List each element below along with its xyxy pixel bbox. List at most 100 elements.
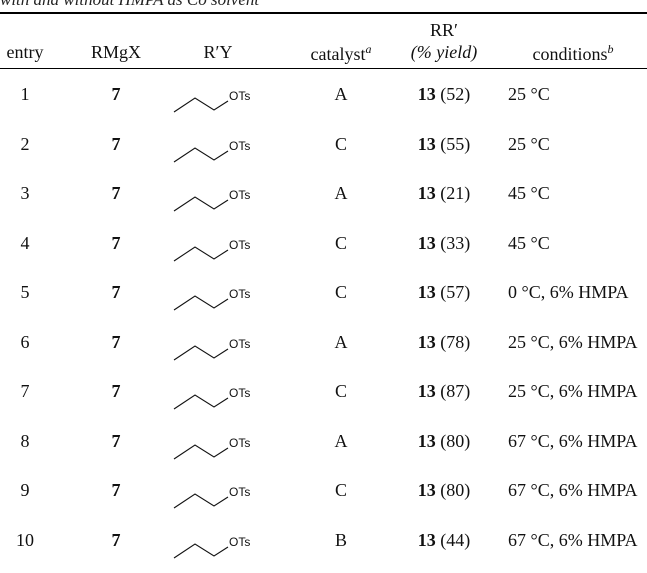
yield-value: (52) <box>440 84 471 104</box>
alkyl-chain <box>173 196 229 212</box>
leaving-group-label: OTs <box>229 188 250 202</box>
entry-number: 6 <box>20 331 30 352</box>
catalyst-value: C <box>334 480 347 500</box>
entry-number: 8 <box>20 430 30 451</box>
header-conditions-footnote: b <box>607 42 614 56</box>
product-yield: 13 (87) <box>396 381 492 402</box>
entry-number: 1 <box>20 84 30 104</box>
grignard-compound: 7 <box>111 183 121 203</box>
leaving-group-label: OTs <box>229 238 250 252</box>
product-yield: 13 (55) <box>396 134 492 155</box>
alkyl-chain <box>173 493 229 509</box>
catalyst-value: C <box>334 381 347 401</box>
entry-number: 2 <box>20 133 30 154</box>
conditions-value: 25 °C, 6% HMPA <box>508 381 638 401</box>
yield-value: (57) <box>440 282 471 302</box>
header-conditions-label: conditions <box>532 44 608 64</box>
electrophile-structure: OTs <box>168 74 268 122</box>
product-yield: 13 (52) <box>396 84 492 105</box>
leaving-group-label: OTs <box>229 386 250 400</box>
grignard-compound: 7 <box>111 133 121 154</box>
electrophile-structure: OTs <box>168 272 268 320</box>
table-row: 6 7 OTs A 13 (78) 25 °C, 6% HMPA <box>0 322 647 374</box>
leaving-group-label: OTs <box>229 139 250 153</box>
propyl-tosylate-structure: OTs <box>173 188 250 212</box>
propyl-tosylate-structure: OTs <box>173 139 250 162</box>
product-yield: 13 (78) <box>396 332 492 353</box>
conditions-value: 25 °C, 6% HMPA <box>508 331 638 352</box>
grignard-compound: 7 <box>111 84 121 104</box>
header-catalyst-footnote: a <box>365 42 372 56</box>
yield-value: (78) <box>440 331 471 352</box>
leaving-group-label: OTs <box>229 436 250 450</box>
product-compound: 13 <box>417 232 436 253</box>
electrophile-structure: OTs <box>168 470 268 518</box>
product-yield: 13 (21) <box>396 183 492 204</box>
catalyst-value: B <box>334 529 347 550</box>
entry-number: 10 <box>16 529 34 550</box>
table-caption: with and without HMPA as Co solvent <box>0 0 259 10</box>
product-compound: 13 <box>417 430 436 451</box>
conditions-value: 25 °C <box>508 133 550 154</box>
yield-value: (44) <box>440 529 471 550</box>
catalyst-value: A <box>334 183 348 203</box>
product-yield: 13 (44) <box>396 530 492 551</box>
propyl-tosylate-structure: OTs <box>173 535 250 558</box>
leaving-group-label: OTs <box>229 287 250 301</box>
alkyl-chain <box>173 245 229 261</box>
conditions-value: 25 °C <box>508 84 550 104</box>
grignard-compound: 7 <box>111 430 121 451</box>
yield-value: (21) <box>440 183 471 203</box>
top-rule <box>0 12 647 14</box>
entry-number: 4 <box>20 232 30 253</box>
product-compound: 13 <box>417 529 436 550</box>
propyl-tosylate-structure: OTs <box>173 89 250 113</box>
grignard-compound: 7 <box>111 480 121 500</box>
table-row: 4 7 OTs C 13 (33) 45 °C <box>0 223 647 275</box>
yield-value: (80) <box>440 480 471 500</box>
electrophile-structure: OTs <box>168 371 268 419</box>
product-yield: 13 (33) <box>396 233 492 254</box>
product-compound: 13 <box>417 381 436 401</box>
alkyl-chain <box>173 146 229 162</box>
grignard-compound: 7 <box>111 232 121 253</box>
electrophile-structure: OTs <box>168 520 268 568</box>
propyl-tosylate-structure: OTs <box>173 436 250 459</box>
propyl-tosylate-structure: OTs <box>173 386 250 410</box>
electrophile-structure: OTs <box>168 322 268 370</box>
conditions-value: 0 °C, 6% HMPA <box>508 282 629 302</box>
propyl-tosylate-structure: OTs <box>173 337 250 360</box>
product-compound: 13 <box>417 133 436 154</box>
electrophile-structure: OTs <box>168 421 268 469</box>
yield-value: (80) <box>440 430 471 451</box>
grignard-compound: 7 <box>111 381 121 401</box>
table-row: 3 7 OTs A 13 (21) 45 °C <box>0 173 647 225</box>
header-entry: entry <box>6 42 44 62</box>
table-row: 10 7 OTs B 13 (44) 67 °C, 6% HMPA <box>0 520 647 572</box>
header-rr: RR′ <box>430 20 458 40</box>
entry-number: 3 <box>20 183 30 203</box>
entry-number: 5 <box>20 282 30 302</box>
grignard-compound: 7 <box>111 331 121 352</box>
yield-value: (87) <box>440 381 471 401</box>
header-conditions: conditionsb <box>508 42 638 65</box>
electrophile-structure: OTs <box>168 223 268 271</box>
conditions-value: 67 °C, 6% HMPA <box>508 529 638 550</box>
catalyst-value: C <box>334 133 347 154</box>
electrophile-structure: OTs <box>168 124 268 172</box>
conditions-value: 45 °C <box>508 183 550 203</box>
product-compound: 13 <box>417 282 436 302</box>
header-ry: R′Y <box>203 42 233 62</box>
product-compound: 13 <box>417 183 436 203</box>
catalyst-value: C <box>334 282 347 302</box>
header-yield: (% yield) <box>410 42 478 62</box>
product-yield: 13 (57) <box>396 282 492 303</box>
alkyl-chain <box>173 295 229 311</box>
propyl-tosylate-structure: OTs <box>173 287 250 311</box>
conditions-value: 67 °C, 6% HMPA <box>508 480 638 500</box>
header-rule <box>0 68 647 69</box>
header-catalyst: catalysta <box>300 42 382 65</box>
product-yield: 13 (80) <box>396 431 492 452</box>
product-yield: 13 (80) <box>396 480 492 501</box>
alkyl-chain <box>173 394 229 410</box>
